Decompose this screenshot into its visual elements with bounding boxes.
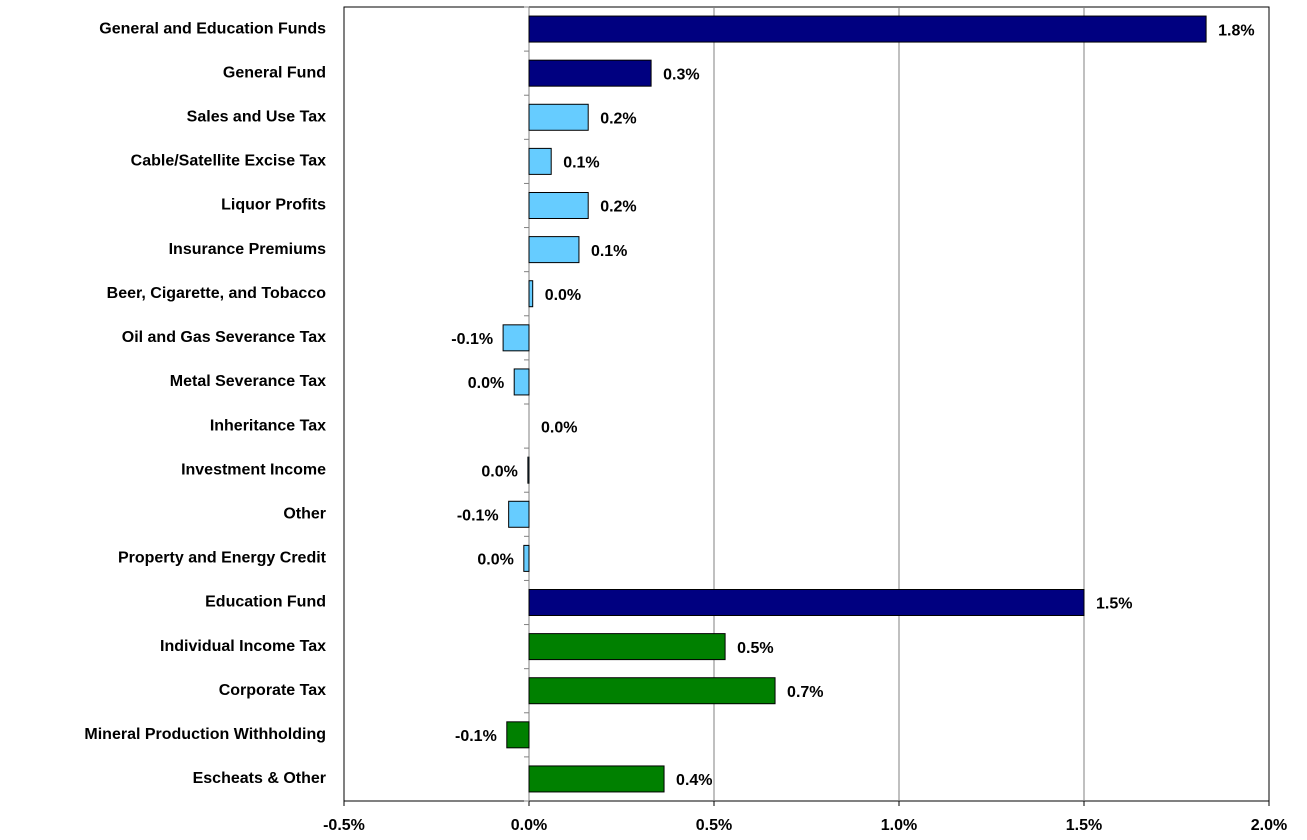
- value-label: 0.2%: [600, 199, 636, 216]
- y-tick-label: Insurance Premiums: [169, 241, 327, 258]
- value-label: 0.2%: [600, 110, 636, 127]
- value-label: 0.0%: [481, 463, 517, 480]
- y-tick-label: Escheats & Other: [193, 770, 326, 787]
- y-tick-label: General Fund: [223, 64, 326, 81]
- plot-frame: [343, 6, 1270, 802]
- bar: [528, 103, 589, 131]
- y-tick-label: Individual Income Tax: [160, 638, 326, 655]
- bar: [528, 280, 534, 308]
- y-tick-label: Other: [283, 505, 326, 522]
- value-label: -0.1%: [455, 728, 497, 745]
- bar: [528, 59, 652, 87]
- y-tick-label: Property and Energy Credit: [118, 550, 327, 567]
- y-tick-label: Liquor Profits: [221, 197, 326, 214]
- value-label: 0.0%: [545, 287, 581, 304]
- value-label: 0.3%: [663, 66, 699, 83]
- bar: [513, 368, 530, 396]
- y-tick-label: Investment Income: [181, 461, 326, 478]
- value-label: -0.1%: [457, 507, 499, 524]
- bar: [527, 456, 530, 484]
- y-tick-label: Oil and Gas Severance Tax: [122, 329, 326, 346]
- value-label: -0.1%: [451, 331, 493, 348]
- y-tick-label: Cable/Satellite Excise Tax: [131, 153, 326, 170]
- x-tick-label: -0.5%: [323, 817, 365, 834]
- value-label: 0.1%: [563, 155, 599, 172]
- bar: [523, 544, 530, 572]
- y-tick-label: Beer, Cigarette, and Tobacco: [107, 285, 327, 302]
- value-label: 0.0%: [477, 552, 513, 569]
- bar: [528, 15, 1207, 43]
- bar: [508, 500, 530, 528]
- y-tick-label: Education Fund: [205, 594, 326, 611]
- x-tick-label: 2.0%: [1251, 817, 1287, 834]
- bar: [528, 633, 726, 661]
- value-label: 0.5%: [737, 640, 773, 657]
- x-tick-label: 0.0%: [511, 817, 547, 834]
- bar: [528, 677, 776, 705]
- value-label: 0.1%: [591, 243, 627, 260]
- x-tick-label: 1.5%: [1066, 817, 1102, 834]
- value-label: 0.0%: [541, 419, 577, 436]
- value-label: 0.4%: [676, 772, 712, 789]
- value-label: 1.8%: [1218, 22, 1254, 39]
- x-tick-label: 1.0%: [881, 817, 917, 834]
- y-tick-label: Mineral Production Withholding: [84, 726, 326, 743]
- y-tick-label: General and Education Funds: [99, 20, 326, 37]
- y-tick-label: Inheritance Tax: [210, 417, 326, 434]
- bar: [528, 147, 552, 175]
- bar: [528, 765, 665, 793]
- y-tick-label: Metal Severance Tax: [170, 373, 326, 390]
- x-tick-label: 0.5%: [696, 817, 732, 834]
- bar: [528, 192, 589, 219]
- value-label: 0.7%: [787, 684, 823, 701]
- bar: [528, 589, 1085, 616]
- bar: [506, 721, 530, 749]
- y-tick-label: Corporate Tax: [219, 682, 326, 699]
- bar: [502, 324, 530, 352]
- bar: [528, 236, 580, 264]
- value-label: 1.5%: [1096, 596, 1132, 613]
- y-tick-label: Sales and Use Tax: [187, 108, 326, 125]
- value-label: 0.0%: [468, 375, 504, 392]
